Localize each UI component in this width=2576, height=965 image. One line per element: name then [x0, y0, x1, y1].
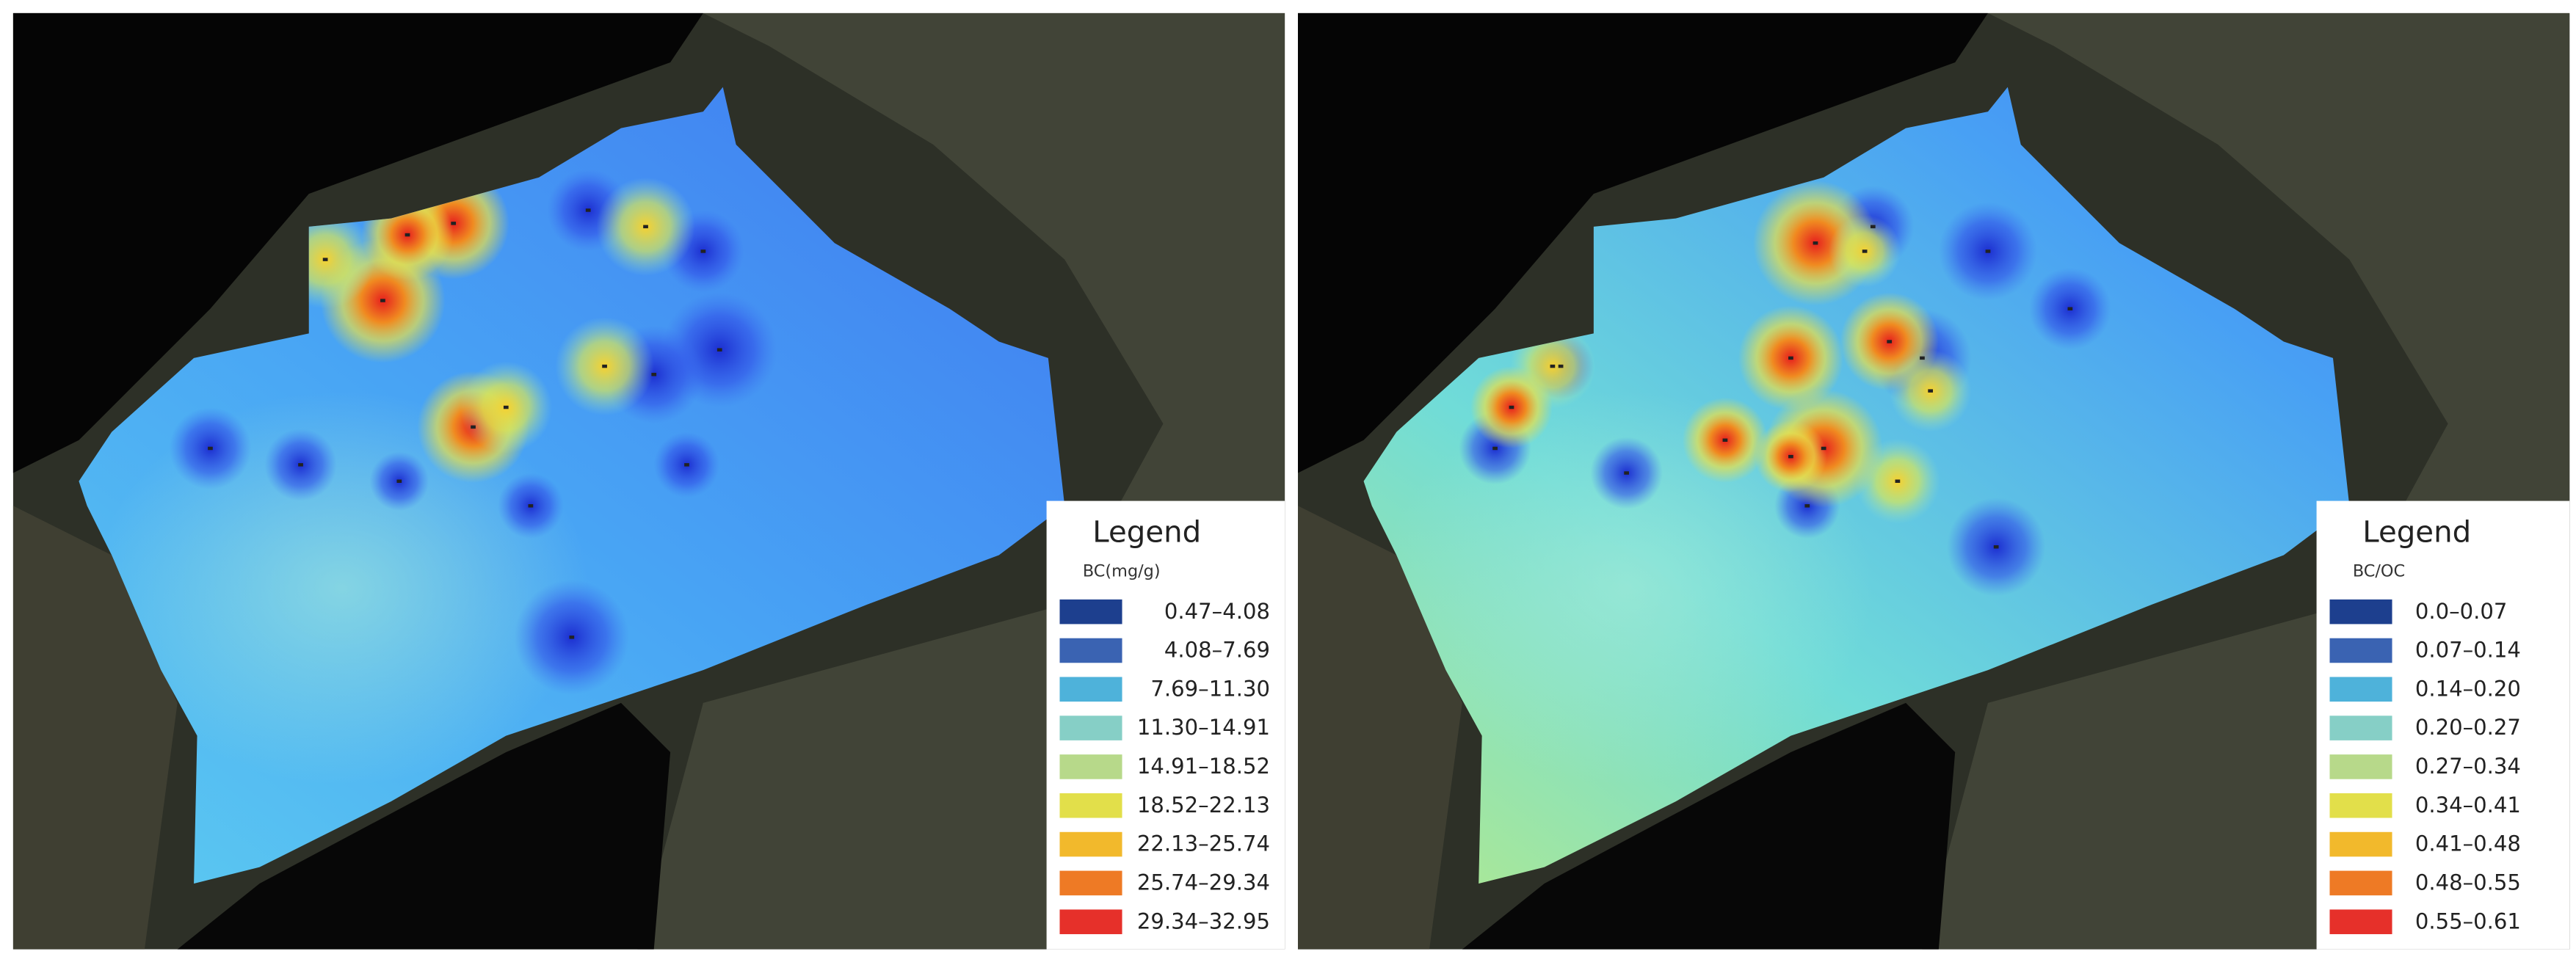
legend-label: 0.0–0.07 [2415, 599, 2508, 624]
legend-title: Legend [1092, 515, 1201, 549]
sample-site [569, 636, 575, 639]
sample-site [471, 425, 476, 429]
map-panel: Legend BC/OC 0.0–0.07 0.07–0.14 0.14–0.20 0.2… [1298, 12, 2570, 950]
legend: Legend BC(mg/g)0.47–4.08 4.08–7.69 7.69–11.… [1046, 500, 1285, 950]
water [1462, 702, 1956, 950]
legend-swatch [2329, 638, 2392, 663]
sample-site [700, 250, 706, 253]
legend-swatch [1059, 909, 1122, 934]
sample-site [404, 233, 410, 237]
sample-site [1870, 225, 1876, 229]
legend-label: 0.14–0.20 [2415, 676, 2521, 701]
sample-site [1887, 340, 1893, 343]
legend-swatch [1059, 715, 1122, 740]
legend-swatch [2329, 677, 2392, 702]
surface-shading [1379, 390, 1873, 785]
legend-label: 7.69–11.30 [1150, 676, 1270, 701]
legend-swatch [2329, 831, 2392, 857]
sample-site [1821, 446, 1826, 451]
legend-swatch [2329, 793, 2392, 818]
legend-swatch [1059, 793, 1122, 818]
legend-swatch [1059, 870, 1122, 896]
figure-body: Legend BC(mg/g)0.47–4.08 4.08–7.69 7.69–11.… [12, 12, 2570, 950]
sample-site [396, 479, 402, 483]
legend-swatch [2329, 754, 2392, 779]
sample-site [1788, 356, 1793, 360]
sample-site [1993, 545, 1999, 549]
sample-site [1788, 454, 1793, 459]
sample-site [602, 364, 607, 368]
sample-site [1558, 364, 1564, 368]
legend-title: Legend [2362, 515, 2471, 549]
sample-site [1920, 356, 1925, 360]
legend-label: 0.34–0.41 [2415, 793, 2521, 817]
legend-label: 18.52–22.13 [1137, 793, 1270, 817]
sample-site [2067, 307, 2073, 310]
sample-site [503, 405, 509, 409]
legend-swatch [2329, 909, 2392, 934]
sample-site [451, 222, 457, 225]
legend-subtitle: BC(mg/g) [1083, 561, 1161, 580]
legend-swatch [1059, 638, 1122, 663]
sample-site [716, 348, 722, 352]
sample-site [1624, 471, 1629, 475]
sample-site [1804, 504, 1810, 508]
legend-label: 25.74–29.34 [1137, 870, 1270, 895]
legend-label: 14.91–18.52 [1137, 754, 1270, 779]
terrain [12, 506, 178, 950]
surface-shading [95, 390, 589, 785]
legend-swatch [1059, 677, 1122, 702]
legend-swatch [1059, 754, 1122, 779]
legend-swatch [2329, 870, 2392, 896]
sample-site [585, 208, 591, 212]
sample-site [1895, 479, 1901, 483]
legend-label: 11.30–14.91 [1137, 715, 1270, 740]
water [177, 702, 671, 950]
legend-label: 0.55–0.61 [2415, 908, 2521, 933]
sample-site [643, 225, 648, 229]
water [1298, 12, 1988, 473]
terrain [1298, 506, 1462, 950]
legend-subtitle: BC/OC [2353, 561, 2405, 580]
sample-site [380, 299, 385, 302]
water [12, 12, 703, 473]
sample-site [684, 463, 689, 467]
sample-site [528, 504, 534, 508]
legend-swatch [1059, 831, 1122, 857]
legend-swatch [2329, 599, 2392, 624]
sample-site [1985, 250, 1991, 253]
sample-site [298, 463, 303, 467]
sample-site [208, 446, 213, 451]
legend-label: 0.47–4.08 [1164, 599, 1270, 624]
map-panel: Legend BC(mg/g)0.47–4.08 4.08–7.69 7.69–11.… [12, 12, 1285, 950]
legend-swatch [1059, 599, 1122, 624]
legend-swatch [2329, 715, 2392, 740]
sample-site [651, 373, 657, 376]
sample-site [322, 258, 328, 261]
sample-site [1928, 389, 1934, 393]
legend-label: 0.48–0.55 [2415, 870, 2521, 895]
legend-label: 0.07–0.14 [2415, 638, 2521, 663]
legend-label: 0.20–0.27 [2415, 715, 2521, 740]
legend-label: 0.27–0.34 [2415, 754, 2521, 779]
sample-site [1509, 405, 1514, 409]
sample-site [1492, 446, 1498, 451]
sample-site [1862, 250, 1868, 253]
legend: Legend BC/OC 0.0–0.07 0.07–0.14 0.14–0.20 0.2… [2316, 500, 2570, 950]
legend-label: 4.08–7.69 [1164, 638, 1270, 663]
sample-site [1813, 241, 1818, 245]
legend-label: 22.13–25.74 [1137, 831, 1270, 856]
sample-site [1550, 364, 1556, 368]
legend-label: 29.34–32.95 [1137, 908, 1270, 933]
sample-site [1722, 438, 1728, 443]
legend-label: 0.41–0.48 [2415, 831, 2521, 856]
